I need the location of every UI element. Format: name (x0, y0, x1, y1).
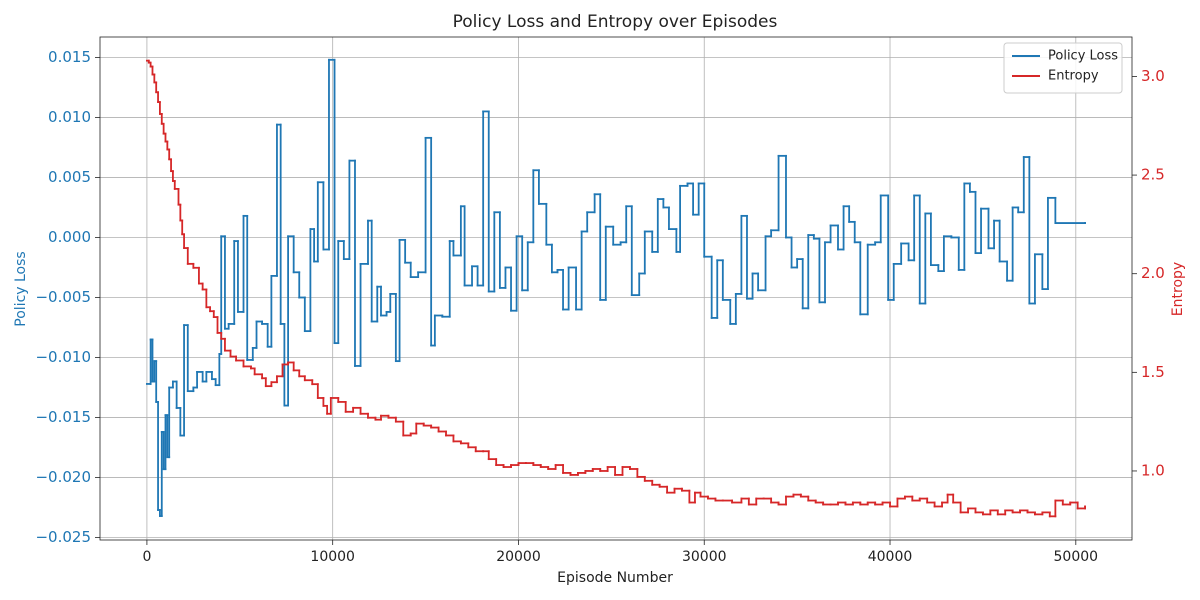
series-line (146, 59, 1086, 518)
y2-tick-label: 1.5 (1141, 363, 1165, 381)
y-tick-label: −0.025 (35, 528, 91, 546)
y2-tick-label: 1.0 (1141, 461, 1165, 479)
legend-label: Policy Loss (1048, 49, 1118, 64)
y-tick-label: 0.005 (48, 168, 91, 186)
chart-title: Policy Loss and Entropy over Episodes (453, 12, 778, 32)
grid (100, 37, 1132, 540)
y2-axis-label: Entropy (1170, 262, 1186, 316)
y-tick-label: 0.000 (48, 228, 91, 246)
legend-label: Entropy (1048, 69, 1099, 84)
x-tick-label: 0 (142, 549, 151, 565)
y2-tick-label: 2.0 (1141, 264, 1165, 282)
y-tick-label: −0.020 (35, 468, 91, 486)
y2-tick-label: 2.5 (1141, 166, 1165, 184)
y-tick-label: 0.010 (48, 108, 91, 126)
y-tick-label: −0.005 (35, 288, 91, 306)
x-tick-label: 50000 (1054, 549, 1099, 565)
x-tick-label: 40000 (868, 549, 913, 565)
x-tick-label: 20000 (496, 549, 541, 565)
y-tick-label: 0.015 (48, 48, 91, 66)
y-tick-label: −0.010 (35, 348, 91, 366)
x-tick-label: 30000 (682, 549, 727, 565)
x-tick-label: 10000 (310, 549, 355, 565)
y2-tick-label: 3.0 (1141, 67, 1165, 85)
plot-frame (99, 36, 1133, 541)
y-axis-label: Policy Loss (13, 251, 29, 326)
series-line (146, 58, 1086, 517)
y-tick-label: −0.015 (35, 408, 91, 426)
x-axis-label: Episode Number (557, 570, 673, 586)
